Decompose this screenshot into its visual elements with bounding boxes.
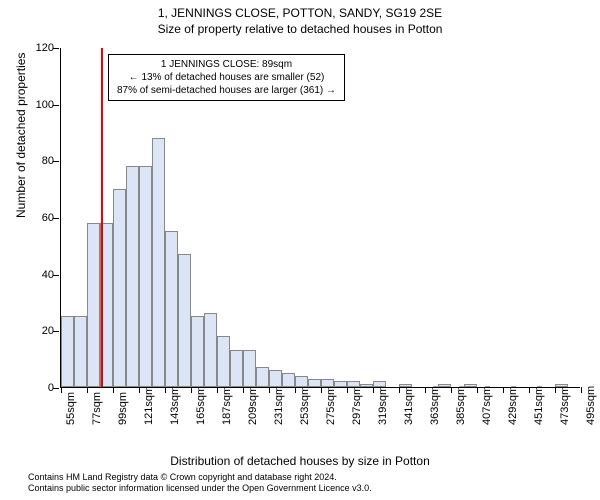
x-tick-label: 121sqm	[143, 386, 155, 425]
annotation-line-1: 1 JENNINGS CLOSE: 89sqm	[117, 58, 336, 71]
y-tick-label: 100	[36, 99, 54, 111]
x-tick	[399, 387, 400, 393]
x-tick-label: 231sqm	[273, 386, 285, 425]
histogram-bar	[282, 373, 295, 387]
chart-container: 1, JENNINGS CLOSE, POTTON, SANDY, SG19 2…	[0, 0, 600, 500]
x-tick-label: 55sqm	[65, 392, 77, 425]
x-tick	[165, 387, 166, 393]
x-tick	[425, 387, 426, 393]
x-tick-label: 165sqm	[195, 386, 207, 425]
x-tick-label: 99sqm	[117, 392, 129, 425]
x-tick	[61, 387, 62, 393]
x-tick	[191, 387, 192, 393]
annotation-line-2: ← 13% of detached houses are smaller (52…	[117, 71, 336, 84]
histogram-bar	[191, 316, 204, 387]
reference-line	[101, 48, 103, 387]
histogram-bar	[113, 189, 126, 387]
y-axis-title: Number of detached properties	[14, 53, 28, 218]
histogram-bar	[126, 166, 139, 387]
x-tick	[373, 387, 374, 393]
x-tick	[113, 387, 114, 393]
histogram-bar	[243, 350, 256, 387]
x-tick	[503, 387, 504, 393]
histogram-bar	[139, 166, 152, 387]
histogram-bar	[373, 381, 386, 387]
y-tick-label: 80	[42, 155, 54, 167]
histogram-bar	[334, 381, 347, 387]
x-tick-label: 495sqm	[585, 386, 597, 425]
x-tick	[321, 387, 322, 393]
x-tick-label: 297sqm	[351, 386, 363, 425]
x-tick	[581, 387, 582, 393]
x-tick-label: 143sqm	[169, 386, 181, 425]
x-tick-label: 187sqm	[221, 386, 233, 425]
histogram-bar	[61, 316, 74, 387]
x-tick	[87, 387, 88, 393]
histogram-bar	[399, 384, 412, 387]
x-tick	[451, 387, 452, 393]
x-tick	[347, 387, 348, 393]
x-tick-label: 407sqm	[481, 386, 493, 425]
histogram-bar	[152, 138, 165, 387]
histogram-bar	[230, 350, 243, 387]
x-tick-label: 275sqm	[325, 386, 337, 425]
x-tick	[139, 387, 140, 393]
histogram-bar	[360, 384, 373, 387]
annotation-box: 1 JENNINGS CLOSE: 89sqm ← 13% of detache…	[108, 54, 345, 101]
x-tick-label: 209sqm	[247, 386, 259, 425]
footer-line-2: Contains public sector information licen…	[28, 483, 372, 494]
x-tick-label: 319sqm	[377, 386, 389, 425]
annotation-line-3: 87% of semi-detached houses are larger (…	[117, 84, 336, 97]
histogram-bar	[438, 384, 451, 387]
histogram-bar	[87, 223, 100, 387]
y-tick-label: 0	[48, 382, 54, 394]
x-axis-title: Distribution of detached houses by size …	[0, 454, 600, 468]
footer-line-1: Contains HM Land Registry data © Crown c…	[28, 472, 372, 483]
x-tick-label: 385sqm	[455, 386, 467, 425]
x-tick	[477, 387, 478, 393]
x-tick-label: 341sqm	[403, 386, 415, 425]
y-tick-label: 20	[42, 325, 54, 337]
histogram-bar	[464, 384, 477, 387]
histogram-bar	[217, 336, 230, 387]
chart-area: 02040608010012055sqm77sqm99sqm121sqm143s…	[60, 48, 580, 428]
histogram-bar	[295, 376, 308, 387]
y-tick-label: 40	[42, 269, 54, 281]
histogram-bar	[256, 367, 269, 387]
x-tick-label: 473sqm	[559, 386, 571, 425]
histogram-bar	[308, 379, 321, 388]
x-tick	[217, 387, 218, 393]
histogram-bar	[165, 231, 178, 387]
y-tick-label: 120	[36, 42, 54, 54]
histogram-bar	[74, 316, 87, 387]
x-tick-label: 253sqm	[299, 386, 311, 425]
histogram-bar	[269, 370, 282, 387]
x-tick	[295, 387, 296, 393]
histogram-bar	[347, 381, 360, 387]
y-tick-label: 60	[42, 212, 54, 224]
histogram-bar	[204, 313, 217, 387]
histogram-bar	[321, 379, 334, 388]
x-tick	[243, 387, 244, 393]
x-tick	[529, 387, 530, 393]
x-tick-label: 451sqm	[533, 386, 545, 425]
x-tick	[555, 387, 556, 393]
chart-title-sub: Size of property relative to detached ho…	[0, 20, 600, 36]
chart-title-main: 1, JENNINGS CLOSE, POTTON, SANDY, SG19 2…	[0, 0, 600, 20]
x-tick-label: 429sqm	[507, 386, 519, 425]
histogram-bar	[178, 254, 191, 387]
footer-text: Contains HM Land Registry data © Crown c…	[28, 472, 372, 494]
histogram-bar	[555, 384, 568, 387]
x-tick-label: 363sqm	[429, 386, 441, 425]
x-tick	[269, 387, 270, 393]
x-tick-label: 77sqm	[91, 392, 103, 425]
